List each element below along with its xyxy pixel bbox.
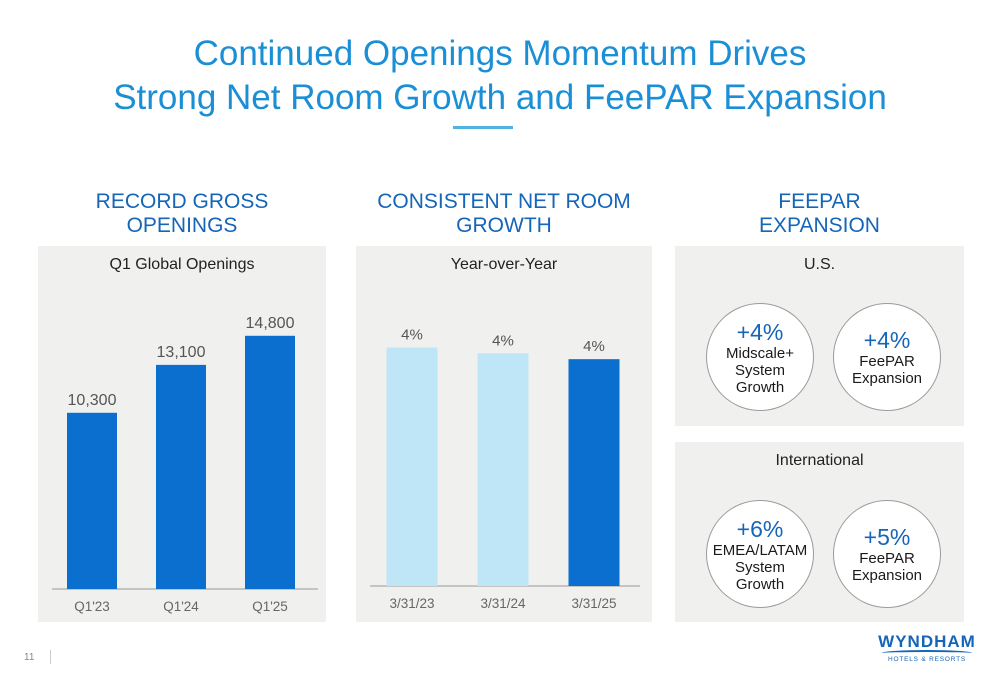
openings-tick-label-0: Q1'23 <box>74 599 110 614</box>
feepar-us-label: U.S. <box>803 256 836 273</box>
feepar-us-panel: U.S. +4% Midscale+ System Growth +4% Fee… <box>675 246 964 426</box>
openings-title-line1: RECORD GROSS <box>95 190 269 213</box>
feepar-section-title: FEEPAR EXPANSION <box>675 190 964 238</box>
growth-data-label-2: 4% <box>583 338 605 355</box>
growth-tick-label-2: 3/31/25 <box>571 596 616 611</box>
feepar-international-panel: International +6% EMEA/LATAM System Grow… <box>675 442 964 622</box>
logo-wordmark: WYNDHAM <box>878 632 976 651</box>
growth-section-title: CONSISTENT NET ROOM GROWTH <box>356 190 652 238</box>
us-feepar-circle: +4% FeePAR Expansion <box>833 303 941 411</box>
us-system-growth-circle: +4% Midscale+ System Growth <box>706 303 814 411</box>
growth-data-label-0: 4% <box>401 327 423 344</box>
openings-data-label-1: 13,100 <box>157 344 206 361</box>
growth-tick-label-1: 3/31/24 <box>480 596 526 611</box>
openings-tick-label-1: Q1'24 <box>163 599 199 614</box>
wyndham-logo: WYNDHAM HOTELS & RESORTS <box>868 632 986 672</box>
page-title-line2: Strong Net Room Growth and FeePAR Expans… <box>113 78 887 117</box>
growth-chart-subtitle: Year-over-Year <box>450 256 558 273</box>
feepar-title-line1: FEEPAR <box>778 190 861 213</box>
intl-feepar-circle: +5% FeePAR Expansion <box>833 500 941 608</box>
growth-title-line1: CONSISTENT NET ROOM <box>377 190 631 213</box>
us-system-growth-line3: Growth <box>735 378 785 396</box>
page-number: 11 <box>24 652 35 663</box>
us-system-growth-line1: Midscale+ <box>726 344 794 362</box>
intl-system-growth-line1: EMEA/LATAM <box>712 541 808 559</box>
growth-data-label-1: 4% <box>492 332 514 349</box>
growth-bar-chart: 4% 3/31/23 4% 3/31/24 4% 3/31/25 <box>370 327 640 611</box>
openings-title-line2: OPENINGS <box>126 214 238 237</box>
openings-section-title: RECORD GROSS OPENINGS <box>38 190 326 238</box>
intl-system-growth-value: +6% <box>736 515 784 542</box>
us-feepar-line2: Expansion <box>851 370 923 387</box>
intl-feepar-value: +5% <box>863 524 911 550</box>
us-system-growth-value: +4% <box>736 318 784 345</box>
feepar-title-line2: EXPANSION <box>759 214 880 237</box>
intl-system-growth-circle: +6% EMEA/LATAM System Growth <box>706 500 814 608</box>
openings-data-label-0: 10,300 <box>68 392 117 409</box>
openings-bar-chart: 10,300 Q1'23 13,100 Q1'24 14,800 Q1'25 <box>52 315 318 614</box>
footer-divider <box>50 650 51 664</box>
intl-system-growth-line2: System <box>734 558 785 576</box>
logo-swoosh <box>882 650 972 656</box>
openings-chart-subtitle: Q1 Global Openings <box>109 256 255 273</box>
title-underline <box>453 126 513 129</box>
openings-bar-2 <box>245 335 295 589</box>
openings-bar-0 <box>67 412 117 589</box>
growth-chart-panel: Year-over-Year 4% 3/31/23 4% 3/31/24 4% 3/31/… <box>356 246 652 622</box>
growth-bar-1 <box>477 353 529 586</box>
us-system-growth-line2: System <box>734 361 785 379</box>
openings-data-label-2: 14,800 <box>246 315 295 332</box>
growth-bar-0 <box>386 347 438 586</box>
openings-bar-1 <box>156 364 206 589</box>
growth-tick-label-0: 3/31/23 <box>389 596 434 611</box>
feepar-international-label: International <box>775 452 864 469</box>
growth-bar-2 <box>568 359 620 586</box>
openings-tick-label-2: Q1'25 <box>252 599 288 614</box>
intl-feepar-line1: FeePAR <box>859 550 915 567</box>
us-feepar-value: +4% <box>863 327 911 353</box>
page-title: Continued Openings Momentum Drives Stron… <box>0 32 1000 120</box>
intl-system-growth-line3: Growth <box>735 575 785 593</box>
page-title-line1: Continued Openings Momentum Drives <box>193 34 807 73</box>
intl-feepar-line2: Expansion <box>851 567 923 584</box>
logo-tagline: HOTELS & RESORTS <box>887 656 967 663</box>
us-feepar-line1: FeePAR <box>859 353 915 370</box>
openings-chart-panel: Q1 Global Openings 10,300 Q1'23 13,100 Q1'2… <box>38 246 326 622</box>
growth-title-line2: GROWTH <box>456 214 552 237</box>
